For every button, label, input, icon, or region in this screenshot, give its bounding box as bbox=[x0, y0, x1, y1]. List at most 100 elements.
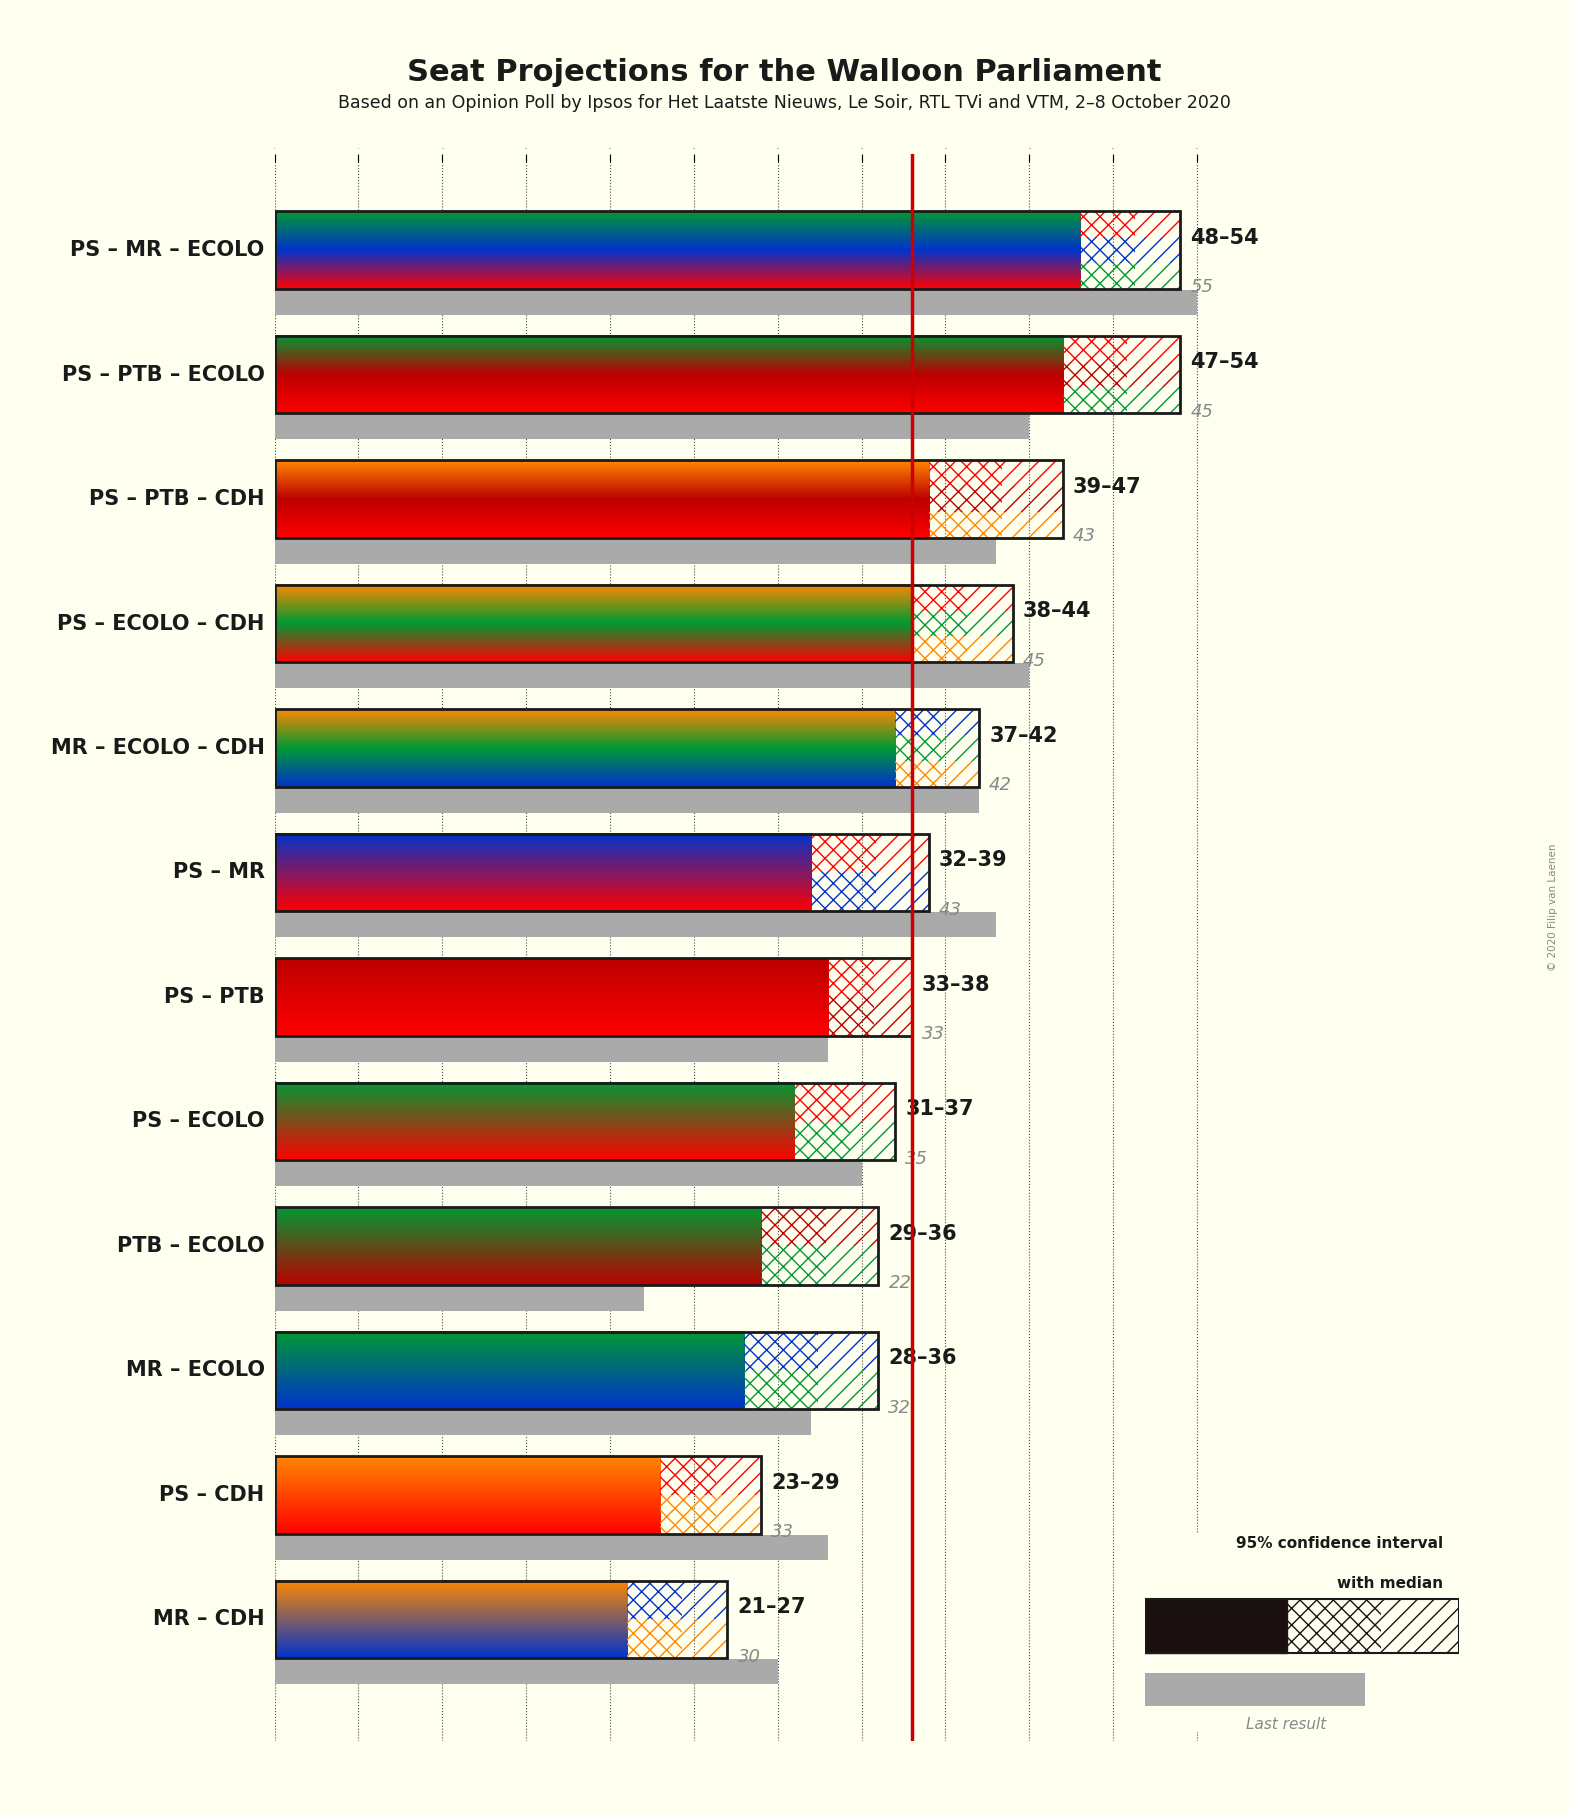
Bar bbox=[929, 512, 1003, 537]
Bar bbox=[275, 1331, 879, 1409]
Bar bbox=[1079, 212, 1134, 238]
Bar bbox=[275, 539, 996, 564]
Bar bbox=[1145, 1600, 1459, 1653]
Bar bbox=[896, 760, 941, 787]
Bar bbox=[912, 584, 967, 611]
Bar bbox=[850, 1083, 896, 1121]
Bar bbox=[941, 735, 979, 760]
Text: with median: with median bbox=[1337, 1576, 1443, 1591]
Text: MR – CDH: MR – CDH bbox=[152, 1609, 265, 1629]
Text: 37–42: 37–42 bbox=[988, 726, 1058, 746]
Text: 95% confidence interval: 95% confidence interval bbox=[1236, 1536, 1443, 1551]
Text: 45: 45 bbox=[1023, 651, 1045, 669]
Text: © 2020 Filip van Laenen: © 2020 Filip van Laenen bbox=[1549, 844, 1558, 970]
Bar bbox=[744, 1331, 817, 1370]
Bar bbox=[744, 1370, 817, 1409]
Bar bbox=[626, 1620, 683, 1658]
Bar bbox=[1381, 1600, 1459, 1653]
Bar bbox=[967, 611, 1012, 637]
Text: 32: 32 bbox=[888, 1399, 912, 1417]
Text: PS – PTB – ECOLO: PS – PTB – ECOLO bbox=[61, 365, 265, 385]
Bar bbox=[967, 584, 1012, 611]
Bar bbox=[874, 998, 912, 1036]
Bar bbox=[1134, 263, 1180, 288]
Bar bbox=[275, 912, 996, 938]
Bar bbox=[828, 958, 874, 998]
Text: MR – ECOLO: MR – ECOLO bbox=[126, 1360, 265, 1380]
Bar bbox=[1287, 1600, 1381, 1653]
Text: 42: 42 bbox=[988, 776, 1012, 795]
Bar bbox=[1062, 336, 1128, 361]
Text: MR – ECOLO – CDH: MR – ECOLO – CDH bbox=[50, 738, 265, 758]
Bar bbox=[683, 1580, 728, 1620]
Bar bbox=[912, 637, 967, 662]
Text: 43: 43 bbox=[938, 902, 962, 920]
Text: 28–36: 28–36 bbox=[888, 1348, 957, 1368]
Bar bbox=[275, 1161, 861, 1186]
Text: 33: 33 bbox=[770, 1524, 794, 1542]
Bar bbox=[275, 1083, 896, 1161]
Text: 33–38: 33–38 bbox=[923, 974, 990, 994]
Text: PS – PTB: PS – PTB bbox=[163, 987, 265, 1007]
Bar bbox=[275, 1409, 811, 1435]
Bar bbox=[275, 1286, 643, 1312]
Bar bbox=[811, 873, 876, 911]
Bar bbox=[896, 735, 941, 760]
Bar bbox=[275, 664, 1029, 688]
Bar bbox=[874, 958, 912, 998]
Text: 47–54: 47–54 bbox=[1191, 352, 1258, 372]
Text: 48–54: 48–54 bbox=[1191, 227, 1258, 247]
Bar bbox=[275, 336, 1180, 414]
Bar bbox=[876, 873, 929, 911]
Text: PS – ECOLO: PS – ECOLO bbox=[132, 1112, 265, 1132]
Bar bbox=[828, 998, 874, 1036]
Bar bbox=[941, 709, 979, 735]
Bar bbox=[661, 1495, 715, 1533]
Bar bbox=[761, 1246, 825, 1284]
Bar bbox=[683, 1620, 728, 1658]
Bar bbox=[715, 1495, 761, 1533]
Bar bbox=[1062, 361, 1128, 388]
Bar bbox=[825, 1246, 879, 1284]
Bar bbox=[1079, 238, 1134, 263]
Text: Based on an Opinion Poll by Ipsos for Het Laatste Nieuws, Le Soir, RTL TVi and V: Based on an Opinion Poll by Ipsos for He… bbox=[337, 94, 1232, 112]
Text: PS – MR: PS – MR bbox=[173, 862, 265, 882]
Bar bbox=[1079, 263, 1134, 288]
Text: 21–27: 21–27 bbox=[737, 1596, 806, 1616]
Bar bbox=[275, 584, 1012, 662]
Text: 32–39: 32–39 bbox=[938, 851, 1007, 871]
Text: 55: 55 bbox=[1191, 278, 1213, 296]
Bar bbox=[929, 486, 1003, 512]
Bar bbox=[1003, 486, 1062, 512]
Text: 45: 45 bbox=[1191, 403, 1213, 421]
Text: 39–47: 39–47 bbox=[1073, 477, 1142, 497]
Bar bbox=[275, 1580, 728, 1658]
Text: 35: 35 bbox=[905, 1150, 929, 1168]
Bar bbox=[715, 1457, 761, 1495]
Text: 22: 22 bbox=[888, 1273, 912, 1292]
Text: PS – MR – ECOLO: PS – MR – ECOLO bbox=[71, 239, 265, 259]
Bar bbox=[1003, 461, 1062, 486]
Text: PS – PTB – CDH: PS – PTB – CDH bbox=[89, 490, 265, 510]
Bar bbox=[275, 1208, 879, 1284]
Text: PS – CDH: PS – CDH bbox=[160, 1486, 265, 1506]
Bar bbox=[626, 1580, 683, 1620]
Text: 31–37: 31–37 bbox=[905, 1099, 974, 1119]
Bar bbox=[275, 958, 912, 1036]
Bar bbox=[275, 1038, 828, 1061]
Text: 23–29: 23–29 bbox=[770, 1473, 839, 1493]
Bar bbox=[275, 1660, 778, 1683]
Bar bbox=[1145, 1673, 1365, 1705]
Bar bbox=[876, 834, 929, 873]
Bar bbox=[817, 1370, 879, 1409]
Text: Seat Projections for the Walloon Parliament: Seat Projections for the Walloon Parliam… bbox=[408, 58, 1161, 87]
Text: PTB – ECOLO: PTB – ECOLO bbox=[116, 1235, 265, 1255]
Bar bbox=[967, 637, 1012, 662]
Text: PS – ECOLO – CDH: PS – ECOLO – CDH bbox=[56, 613, 265, 633]
Text: 29–36: 29–36 bbox=[888, 1223, 957, 1244]
Bar bbox=[275, 414, 1029, 439]
Bar bbox=[794, 1121, 850, 1161]
Bar bbox=[1134, 238, 1180, 263]
Bar bbox=[275, 1457, 761, 1533]
Bar bbox=[825, 1208, 879, 1246]
